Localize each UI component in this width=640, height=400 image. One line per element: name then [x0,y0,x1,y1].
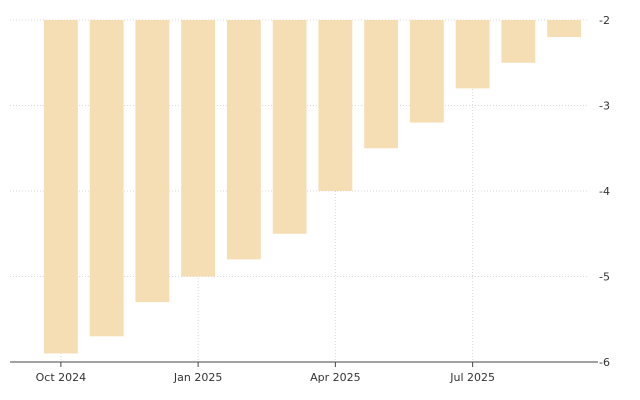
x-tick-label: Oct 2024 [36,371,87,384]
bar-apr-2025 [364,20,399,149]
bar-sep-2024 [43,20,78,354]
x-tick-label: Jul 2025 [449,371,495,384]
y-tick-label: -5 [599,271,610,284]
bar-jan-2025 [226,20,261,260]
bar-may-2025 [409,20,444,123]
bar-nov-2024 [135,20,170,303]
x-tick-label: Apr 2025 [310,371,361,384]
bar-jul-2025 [501,20,536,63]
y-tick-label: -2 [599,14,610,27]
bar-oct-2024 [89,20,124,337]
axis-layer: Oct 2024 Jan 2025 Apr 2025 Jul 2025 -2 -3 -4 -5… [10,14,610,384]
bars-layer [43,20,582,354]
bar-mar-2025 [318,20,353,191]
bar-dec-2024 [181,20,216,277]
y-tick-label: -4 [599,185,610,198]
bar-aug-2025 [547,20,582,38]
x-tick-label: Jan 2025 [173,371,222,384]
y-tick-label: -3 [599,100,610,113]
bar-jun-2025 [455,20,490,89]
y-tick-label: -6 [599,356,610,369]
bar-feb-2025 [272,20,307,234]
